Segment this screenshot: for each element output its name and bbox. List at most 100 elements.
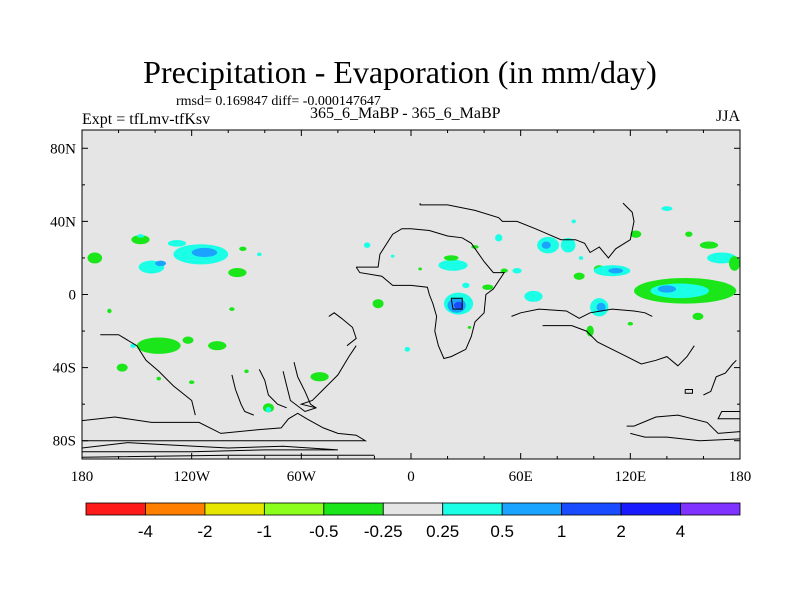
colorbar-label: -0.25 — [364, 522, 403, 541]
contour-region — [685, 231, 693, 237]
colorbar-label: -4 — [138, 522, 153, 541]
contour-region — [256, 252, 262, 257]
contour-region — [372, 299, 384, 309]
contour-region — [239, 246, 247, 251]
y-tick-label: 40S — [53, 361, 76, 377]
contour-region — [657, 285, 677, 293]
contour-region — [661, 206, 673, 211]
chart-title: Precipitation - Evaporation (in mm/day) — [143, 54, 657, 90]
contour-region — [188, 380, 195, 385]
contour-region — [578, 256, 584, 260]
coastline — [299, 345, 357, 409]
coastline — [542, 325, 695, 367]
colorbar: -4 -2 -1 -0.5 -0.25 0.25 0.5 1 2 4 — [85, 502, 741, 541]
contour-region — [244, 369, 249, 374]
coastlines — [82, 202, 740, 458]
coastline — [100, 334, 196, 416]
contour-region — [630, 230, 642, 238]
contour-region — [363, 242, 371, 248]
colorbar-label: -0.5 — [309, 522, 338, 541]
contour-region — [404, 346, 411, 352]
contour-region — [418, 267, 422, 271]
contour-region — [229, 307, 235, 311]
contour-region — [512, 267, 522, 274]
colorbar-swatch — [85, 502, 146, 516]
y-tick-label: 0 — [69, 288, 77, 304]
contour-region — [167, 240, 187, 247]
colorbar-swatch — [561, 502, 622, 516]
coastline — [231, 374, 254, 416]
coastline — [630, 432, 740, 442]
coastline — [626, 414, 740, 434]
colorbar-swatch — [442, 502, 503, 516]
colorbar-label: -1 — [257, 522, 272, 541]
contour-region — [462, 282, 470, 289]
coastline — [450, 297, 463, 310]
colorbar-swatch — [204, 502, 265, 516]
colorbar-swatch — [501, 502, 563, 516]
colorbar-swatch — [263, 502, 325, 516]
y-tick-label: 40N — [50, 214, 76, 230]
colorbar-swatch — [680, 502, 741, 516]
colorbar-swatch — [145, 502, 206, 516]
contour-region — [443, 255, 459, 261]
contour-region — [136, 234, 145, 238]
contour-region — [453, 301, 464, 310]
contour-region — [191, 247, 218, 258]
contour-region — [586, 325, 594, 337]
colorbar-swatch — [620, 502, 681, 516]
contour-region — [692, 312, 704, 321]
contour-region — [707, 252, 737, 264]
contour-region — [208, 341, 227, 351]
contour-region — [156, 376, 161, 381]
coastline — [355, 228, 506, 360]
contour-region — [524, 290, 543, 302]
colorbar-label: 4 — [676, 522, 685, 541]
coastline — [511, 308, 653, 319]
colorbar-label: -2 — [197, 522, 212, 541]
contour-region — [228, 267, 247, 278]
contour-region — [310, 372, 329, 382]
contour-region — [182, 336, 194, 344]
colorbar-label: 2 — [616, 522, 625, 541]
experiment-label: Expt = tfLmv-tfKsv — [82, 111, 211, 128]
contour-region — [155, 260, 167, 267]
contour-region — [596, 302, 606, 312]
coastline — [419, 202, 635, 259]
contour-region — [541, 241, 551, 249]
x-tick-label: 180 — [71, 469, 94, 485]
contour-region — [107, 308, 112, 314]
colorbar-swatch — [382, 502, 444, 516]
coastline — [703, 359, 737, 396]
field-contours — [87, 206, 740, 413]
season-label: JJA — [715, 108, 740, 125]
contour-region — [482, 284, 494, 290]
coastline — [717, 411, 740, 420]
x-tick-label: 120E — [614, 469, 646, 485]
contour-region — [390, 254, 395, 258]
coastline — [258, 369, 287, 409]
plot-background — [82, 130, 740, 459]
x-tick-label: 60W — [287, 469, 317, 485]
contour-region — [87, 252, 103, 264]
y-tick-label: 80N — [50, 141, 76, 157]
contour-region — [500, 268, 508, 273]
contour-region — [571, 219, 576, 224]
contour-region — [608, 267, 624, 274]
contour-region — [560, 237, 576, 253]
coastline — [684, 389, 693, 394]
coastline — [328, 312, 357, 347]
contour-region — [265, 406, 272, 413]
coastline — [82, 442, 338, 453]
contour-region — [699, 241, 719, 249]
stats-label: rmsd= 0.169847 diff= -0.000147647 — [176, 94, 381, 109]
case-label: 365_6_MaBP - 365_6_MaBP — [310, 105, 501, 122]
coastline — [82, 412, 368, 442]
axis-ticks: 180 120W 60W 0 60E 120E 180 80N 40N 0 40S 80S — [50, 130, 751, 485]
contour-region — [438, 259, 468, 271]
x-tick-label: 0 — [407, 469, 415, 485]
y-tick-label: 80S — [53, 434, 76, 450]
coastline — [82, 454, 375, 458]
colorbar-label: 0.5 — [490, 522, 514, 541]
